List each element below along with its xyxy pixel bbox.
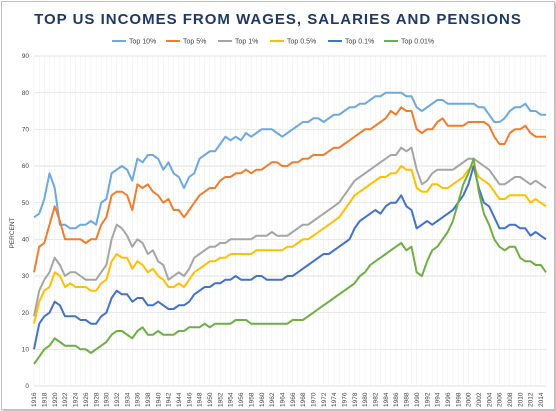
x-tick-label: 1918 [42, 392, 49, 407]
y-tick-label: 10 [22, 347, 30, 354]
y-tick-label: 80 [22, 90, 30, 97]
x-tick-label: 1916 [31, 392, 38, 407]
x-tick-label: 1998 [455, 392, 462, 407]
x-tick-label: 1958 [248, 392, 255, 407]
x-tick-label: 1944 [176, 392, 183, 407]
x-tick-label: 1972 [321, 392, 328, 407]
x-tick-label: 1994 [435, 392, 442, 407]
x-tick-label: 1982 [373, 392, 380, 407]
legend-label: Top 10% [129, 38, 156, 45]
y-axis-label: PERCENT [9, 217, 16, 248]
series-line-2 [33, 106, 546, 273]
series-line-4 [33, 165, 547, 324]
x-tick-label: 1932 [114, 392, 121, 407]
legend-label: Top 5% [183, 38, 206, 45]
series-line-5 [33, 165, 547, 350]
x-tick-label: 1966 [290, 392, 297, 407]
x-tick-label: 1962 [269, 392, 276, 407]
y-tick-label: 30 [22, 273, 30, 280]
x-tick-label: 1930 [104, 392, 111, 407]
x-tick-label: 1976 [342, 392, 349, 407]
series-line-6 [33, 157, 547, 365]
x-tick-label: 1922 [62, 392, 69, 407]
y-tick-label: 50 [22, 200, 30, 207]
x-tick-label: 1992 [424, 392, 431, 407]
x-tick-label: 1936 [135, 392, 142, 407]
x-tick-label: 1984 [383, 392, 390, 407]
x-tick-label: 2008 [507, 392, 514, 407]
x-tick-label: 1970 [310, 392, 317, 407]
series-line-3 [33, 146, 547, 317]
chart-legend: Top 10% Top 5% Top 1% Top 0.5% Top 0.1% Top 0… [112, 38, 434, 45]
x-tick-label: 2010 [517, 392, 524, 407]
x-tick-label: 2002 [476, 392, 483, 407]
y-tick-label: 20 [22, 310, 30, 317]
x-tick-label: 2014 [538, 392, 545, 407]
x-tick-label: 1950 [207, 392, 214, 407]
y-tick-label: 40 [22, 237, 30, 244]
x-tick-label: 1980 [362, 392, 369, 407]
x-tick-label: 1996 [445, 392, 452, 407]
x-tick-label: 1988 [404, 392, 411, 407]
x-tick-label: 1942 [166, 392, 173, 407]
x-tick-label: 1946 [186, 392, 193, 407]
x-tick-label: 1978 [352, 392, 359, 407]
x-tick-label: 1974 [331, 392, 338, 407]
y-tick-label: 90 [22, 53, 30, 60]
x-tick-label: 1986 [393, 392, 400, 407]
x-tick-label: 1990 [414, 392, 421, 407]
x-tick-label: 1920 [52, 392, 59, 407]
y-tick-label: 70 [22, 127, 30, 134]
x-tick-label: 1934 [124, 392, 131, 407]
x-axis-ticks: 1916 1918 1920 1922 1924 1926 1928 1930 1932 1934… [31, 392, 545, 407]
x-tick-label: 1954 [228, 392, 235, 407]
legend-label: Top 0.1% [345, 38, 374, 45]
x-tick-label: 1940 [155, 392, 162, 407]
x-tick-label: 1956 [238, 392, 245, 407]
x-tick-label: 2006 [497, 392, 504, 407]
series-line-1 [33, 91, 546, 230]
x-tick-label: 2004 [486, 392, 493, 407]
legend-label: Top 1% [235, 38, 258, 45]
x-tick-label: 1952 [217, 392, 224, 407]
x-tick-label: 1926 [83, 392, 90, 407]
x-tick-label: 2000 [466, 392, 473, 407]
x-tick-label: 1960 [259, 392, 266, 407]
x-tick-label: 1948 [197, 392, 204, 407]
x-tick-label: 1964 [279, 392, 286, 407]
chart-title: TOP US INCOMES FROM WAGES, SALARIES AND … [34, 11, 522, 28]
legend-label: Top 0.5% [287, 38, 316, 45]
x-tick-label: 1968 [300, 392, 307, 407]
y-tick-label: 60 [22, 163, 30, 170]
x-tick-label: 1924 [73, 392, 80, 407]
x-tick-label: 1928 [93, 392, 100, 407]
series-lines [33, 91, 547, 365]
legend-label: Top 0.01% [401, 38, 434, 45]
y-tick-label: 0 [25, 383, 29, 390]
x-tick-label: 1938 [145, 392, 152, 407]
y-axis-ticks: 0 10 20 30 40 50 60 70 80 90 [22, 53, 30, 390]
x-tick-label: 2012 [528, 392, 535, 407]
